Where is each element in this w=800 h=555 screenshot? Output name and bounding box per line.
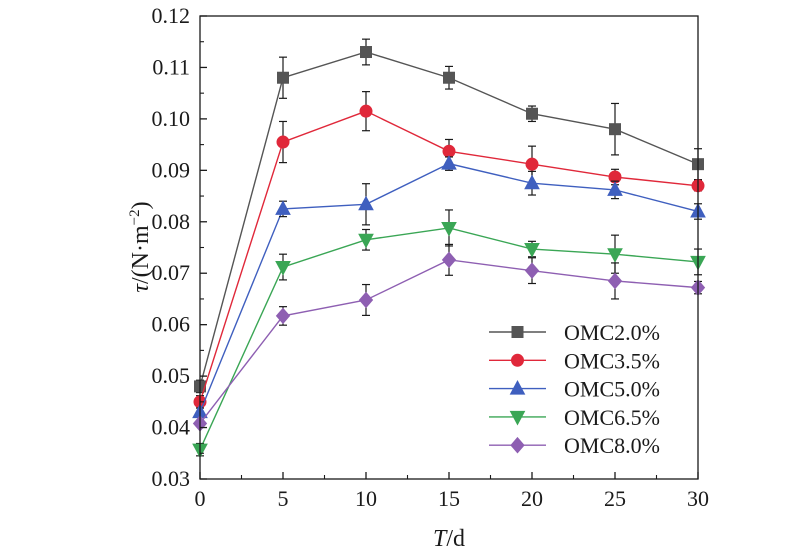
data-point	[607, 181, 623, 196]
y-tick-label: 0.06	[152, 312, 191, 337]
legend-item: OMC6.5%	[489, 405, 660, 430]
x-tick-label: 20	[521, 486, 543, 511]
y-axis-var: τ	[128, 283, 154, 293]
data-point	[275, 200, 291, 215]
legend-marker	[509, 380, 526, 395]
y-axis-unit: /(N·m	[128, 225, 154, 284]
series-line	[199, 162, 699, 413]
x-tick-label: 5	[278, 486, 289, 511]
data-point	[525, 157, 539, 171]
y-tick-label: 0.12	[152, 3, 191, 28]
y-tick-label: 0.04	[152, 415, 191, 440]
legend-item: OMC5.0%	[489, 377, 660, 402]
x-tick-label: 25	[604, 486, 626, 511]
data-point	[441, 251, 457, 269]
y-axis-unit-exponent: −2	[127, 209, 143, 225]
data-point	[360, 46, 372, 59]
data-point	[275, 261, 291, 276]
data-point	[358, 195, 374, 211]
y-axis-title: τ/(N·m−2)	[127, 201, 154, 292]
axes: 0 5 10 15 20 25 30 0.03 0.04 0.05 0.06 0.07 0.08 0.09…	[152, 3, 710, 511]
y-tick-label: 0.08	[152, 209, 191, 234]
legend-label: OMC6.5%	[564, 405, 660, 430]
legend-item: OMC3.5%	[489, 348, 660, 373]
y-tick-label: 0.05	[152, 363, 191, 388]
x-axis-title: T/d	[433, 526, 465, 552]
series-OMC3.5%	[193, 91, 705, 409]
x-tick-label: 30	[687, 486, 709, 511]
legend-marker	[509, 410, 526, 426]
x-axis-var: T	[433, 526, 448, 552]
y-tick-label: 0.07	[152, 260, 191, 285]
legend-label: OMC5.0%	[564, 377, 660, 402]
data-point	[358, 233, 374, 249]
data-point	[277, 71, 289, 84]
legend-label: OMC8.0%	[564, 433, 660, 458]
x-tick-label: 0	[195, 486, 206, 511]
series-OMC6.5%	[192, 209, 706, 459]
legend-marker	[510, 436, 525, 454]
legend-item: OMC8.0%	[489, 433, 660, 458]
data-point	[359, 104, 373, 118]
data-point	[441, 155, 457, 170]
data-point	[275, 307, 291, 325]
legend: OMC2.0% OMC3.5% OMC5.0% OMC6.5% OMC8.0%	[489, 320, 660, 458]
data-point	[358, 291, 374, 309]
data-point	[607, 272, 623, 290]
legend-label: OMC2.0%	[564, 320, 660, 345]
legend-label: OMC3.5%	[564, 348, 660, 373]
data-point	[609, 123, 621, 136]
y-axis-unit-close: )	[128, 201, 154, 209]
data-point	[524, 243, 540, 258]
x-tick-label: 10	[355, 486, 377, 511]
y-tick-label: 0.09	[152, 157, 191, 182]
data-point	[276, 135, 290, 149]
data-point	[441, 221, 457, 237]
y-tick-label: 0.11	[152, 54, 190, 79]
legend-marker	[511, 326, 524, 338]
y-tick-label: 0.03	[152, 466, 191, 491]
data-point	[607, 248, 623, 263]
x-axis-unit: /d	[446, 526, 465, 552]
plot-marks	[192, 38, 706, 459]
y-tick-label: 0.10	[152, 106, 191, 131]
data-point	[526, 107, 538, 120]
data-point	[443, 71, 455, 84]
data-point	[524, 174, 540, 190]
x-tick-label: 15	[438, 486, 460, 511]
legend-item: OMC2.0%	[489, 320, 660, 345]
legend-marker	[511, 353, 524, 367]
data-point	[524, 262, 540, 279]
